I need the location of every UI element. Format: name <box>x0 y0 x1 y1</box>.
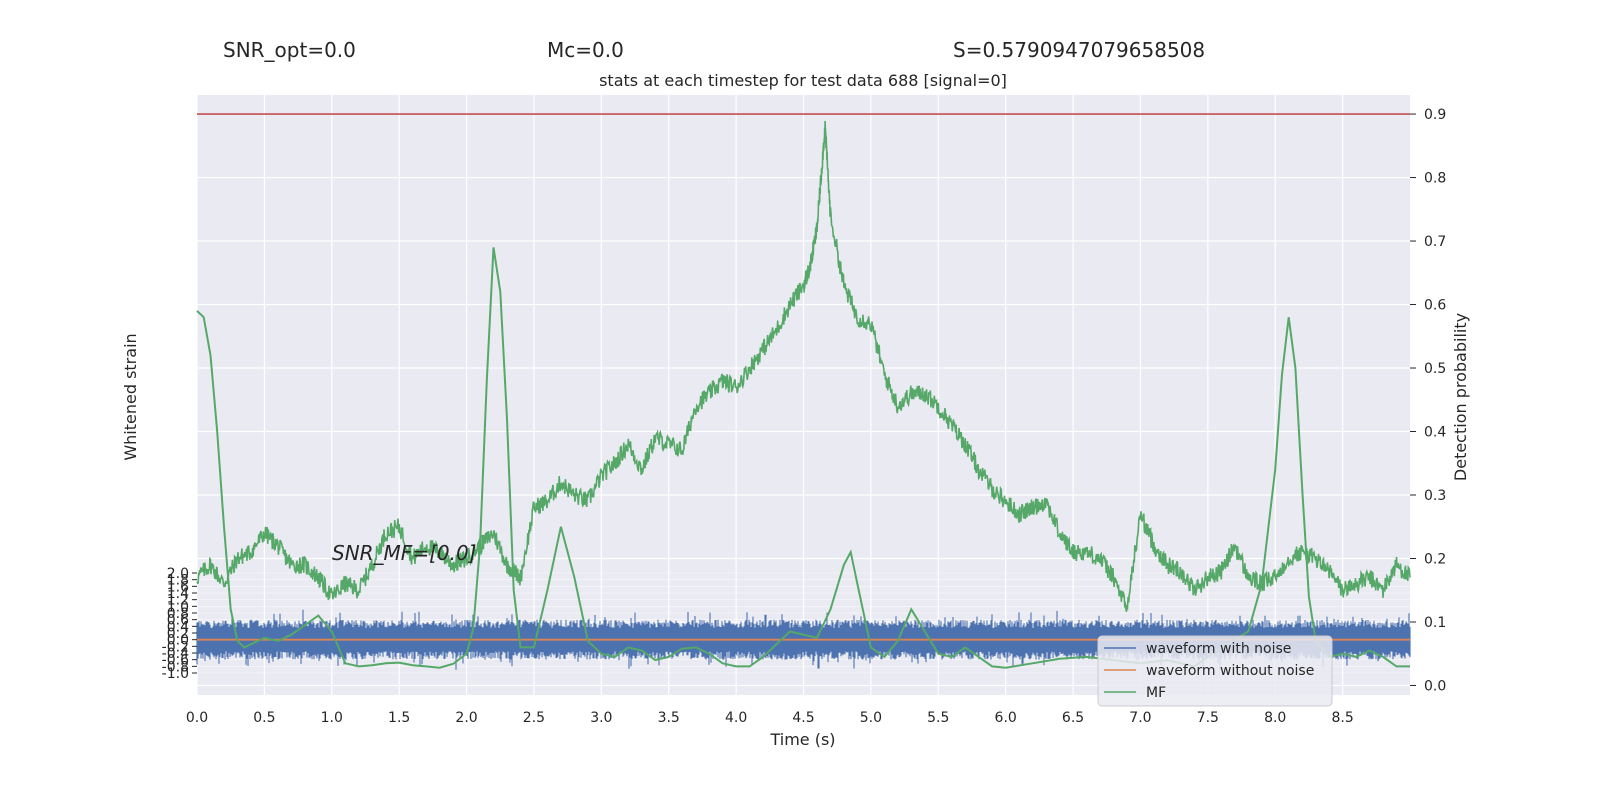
legend-label-mf: MF <box>1146 685 1166 701</box>
right-tick-label: 0.2 <box>1424 551 1446 567</box>
left-tick-label: 1.4 <box>167 586 189 602</box>
right-axis-label: Detection probability <box>1451 313 1470 481</box>
x-tick-label: 7.5 <box>1197 710 1219 726</box>
left-tick-label: 1.8 <box>167 573 189 589</box>
x-tick-label: 8.5 <box>1331 710 1353 726</box>
probability-trace <box>196 120 1411 612</box>
legend-label-waveform-with-noise: waveform with noise <box>1146 641 1291 657</box>
x-tick-label: 4.5 <box>792 710 814 726</box>
right-tick-label: 0.3 <box>1424 488 1446 504</box>
chirp-mass-header: Mc=0.0 <box>547 38 624 62</box>
x-tick-label: 6.5 <box>1062 710 1084 726</box>
left-axis-label: Whitened strain <box>121 333 140 460</box>
left-tick-label: 2.0 <box>167 566 189 582</box>
right-tick-label: 0.6 <box>1424 298 1446 314</box>
x-axis-label: Time (s) <box>769 730 835 749</box>
x-tick-label: 8.0 <box>1264 710 1286 726</box>
left-tick-label: 1.6 <box>167 579 189 595</box>
snr-opt-header: SNR_opt=0.0 <box>223 38 356 62</box>
left-tick-label: 0.0 <box>167 633 189 649</box>
right-tick-label: 0.7 <box>1424 234 1446 250</box>
x-tick-label: 0.0 <box>186 710 208 726</box>
right-tick-label: 0.8 <box>1424 171 1446 187</box>
left-tick-label: 1.2 <box>167 593 189 609</box>
left-tick-label: 0.6 <box>167 613 189 629</box>
x-tick-label: 2.0 <box>455 710 477 726</box>
right-tick-label: 0.4 <box>1424 425 1446 441</box>
right-tick-label: 0.0 <box>1424 678 1446 694</box>
right-tick-label: 0.5 <box>1424 361 1446 377</box>
legend-label-waveform-without-noise: waveform without noise <box>1146 663 1314 679</box>
left-tick-label: 0.4 <box>167 619 189 635</box>
legend-box <box>1097 635 1333 707</box>
right-axis-ticks: 0.0 0.1 0.2 0.3 0.4 0.5 0.6 0.7 0.8 0.9 <box>1410 107 1446 694</box>
x-tick-label: 6.0 <box>995 710 1017 726</box>
x-tick-label: 0.5 <box>253 710 275 726</box>
left-tick-label: -1.0 <box>162 666 189 682</box>
x-tick-label: 1.0 <box>321 710 343 726</box>
x-tick-label: 7.0 <box>1129 710 1151 726</box>
series-detection-probability <box>196 120 1411 612</box>
left-axis-ticks: 2.01.81.61.41.21.00.80.60.40.20.0-0.2-0.… <box>162 566 197 682</box>
left-tick-label: 1.0 <box>167 599 189 615</box>
left-tick-label: -0.4 <box>162 646 189 662</box>
x-tick-label: 3.0 <box>590 710 612 726</box>
left-tick-label: -0.6 <box>162 653 189 669</box>
x-tick-label: 2.5 <box>523 710 545 726</box>
chart-title: stats at each timestep for test data 688… <box>599 71 1007 90</box>
left-tick-label: 0.8 <box>167 606 189 622</box>
snr-mf-annotation: SNR_MF=[0.0] <box>332 541 476 565</box>
x-axis-ticks: 0.0 0.5 1.0 1.5 2.0 2.5 3.0 3.5 4.0 4.5 5.0 5.5 6.0 6… <box>186 710 1354 726</box>
left-tick-label: -0.8 <box>162 659 189 675</box>
grid <box>196 95 1410 695</box>
x-tick-label: 5.0 <box>860 710 882 726</box>
right-tick-label: 0.9 <box>1424 107 1446 123</box>
right-tick-label: 0.1 <box>1424 615 1446 631</box>
left-tick-label: -0.2 <box>162 639 189 655</box>
legend: waveform with noise waveform without noi… <box>1097 635 1333 707</box>
x-tick-label: 4.0 <box>725 710 747 726</box>
score-header: S=0.5790947079658508 <box>953 38 1206 62</box>
x-tick-label: 1.5 <box>388 710 410 726</box>
left-tick-label: 0.2 <box>167 626 189 642</box>
x-tick-label: 5.5 <box>927 710 949 726</box>
x-tick-label: 3.5 <box>658 710 680 726</box>
